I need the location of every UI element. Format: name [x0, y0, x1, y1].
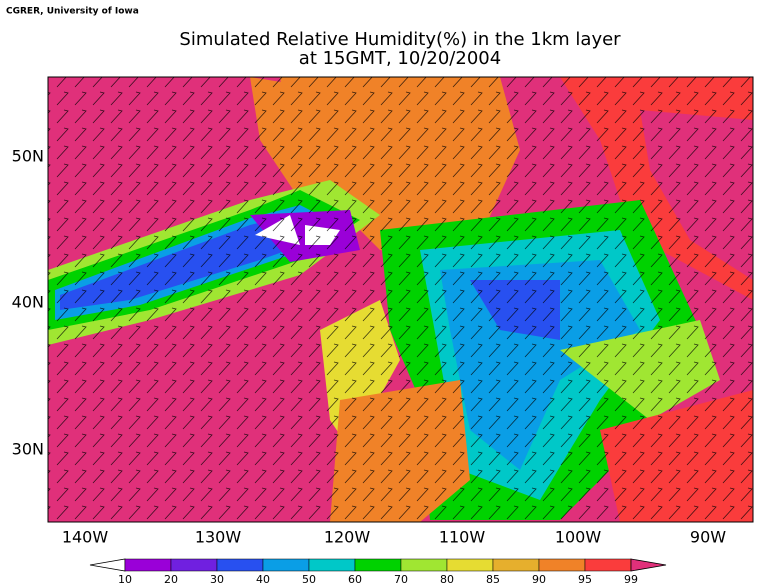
colorbar-label: 60 — [348, 573, 362, 586]
colorbar-segment — [170, 558, 218, 572]
title: Simulated Relative Humidity(%) in the 1k… — [179, 29, 621, 50]
longitude-label: 140W — [62, 528, 109, 547]
colorbar-segment — [584, 558, 632, 572]
colorbar-label: 99 — [624, 573, 638, 586]
colorbar-segment — [354, 558, 402, 572]
subtitle: at 15GMT, 10/20/2004 — [299, 48, 501, 69]
latitude-label: 50N — [12, 147, 44, 166]
longitude-label: 110W — [439, 528, 486, 547]
colorbar-segment — [538, 558, 586, 572]
colorbar-segment — [492, 558, 540, 572]
colorbar-segment — [262, 558, 310, 572]
colorbar-label: 80 — [440, 573, 454, 586]
colorbar-label: 85 — [486, 573, 500, 586]
colorbar-label: 10 — [118, 573, 132, 586]
longitude-label: 90W — [690, 528, 726, 547]
colorbar-label: 40 — [256, 573, 270, 586]
longitude-label: 100W — [555, 528, 602, 547]
colorbar-label: 70 — [394, 573, 408, 586]
credit: CGRER, University of Iowa — [6, 7, 139, 17]
colorbar-segment — [308, 558, 356, 572]
wind-barbs — [48, 77, 753, 522]
colorbar-label: 20 — [164, 573, 178, 586]
latitude-label: 30N — [12, 440, 44, 459]
colorbar-label: 90 — [532, 573, 546, 586]
colorbar: 10 20 30 40 50 60 70 80 85 90 95 99 — [89, 558, 667, 586]
colorbar-low — [89, 558, 126, 572]
colorbar-label: 95 — [578, 573, 592, 586]
longitude-label: 120W — [324, 528, 371, 547]
colorbar-segment — [446, 558, 494, 572]
colorbar-label: 50 — [302, 573, 316, 586]
colorbar-segment — [124, 558, 172, 572]
colorbar-segment — [400, 558, 448, 572]
colorbar-label: 30 — [210, 573, 224, 586]
longitude-label: 130W — [195, 528, 242, 547]
latitude-label: 40N — [12, 293, 44, 312]
map-frame — [47, 76, 754, 523]
colorbar-high — [630, 558, 667, 572]
colorbar-segment — [216, 558, 264, 572]
